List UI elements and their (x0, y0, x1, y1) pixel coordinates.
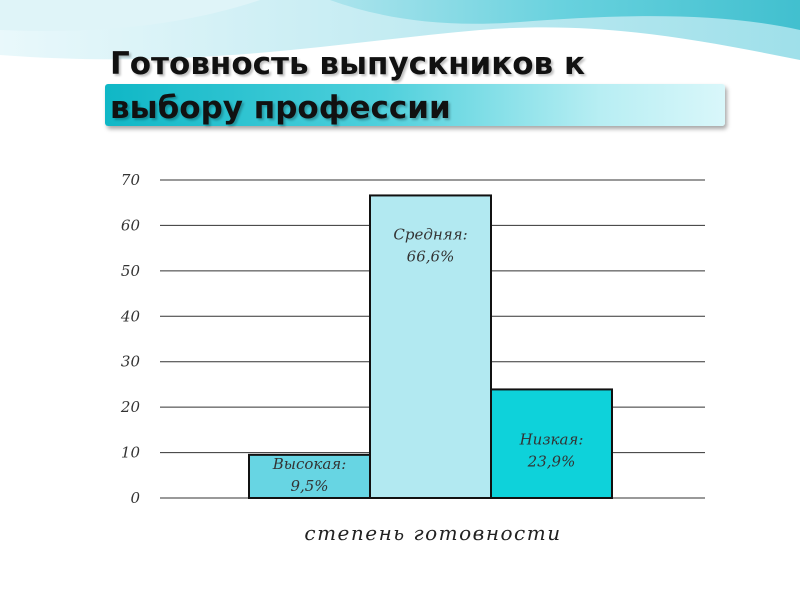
data-label-category: Средняя: (393, 225, 467, 243)
data-label-value: 66,6% (407, 247, 455, 265)
bar-3 (490, 388, 613, 500)
data-label-value: 9,5% (290, 477, 328, 495)
data-label-category: Низкая: (519, 430, 584, 448)
bar-1 (248, 453, 371, 500)
y-tick-label: 0 (130, 489, 140, 507)
y-tick-label: 10 (121, 444, 141, 462)
data-label-category: Высокая: (272, 455, 347, 473)
y-tick-label: 20 (120, 398, 141, 416)
header-wave-decoration (0, 0, 800, 60)
y-tick-label: 70 (121, 171, 141, 189)
y-tick-label: 30 (121, 353, 141, 371)
title-highlight-bar (105, 84, 725, 126)
bar-2 (369, 194, 492, 499)
data-label-value: 23,9% (527, 452, 576, 470)
page-title: Готовность выпускников к выбору професси… (110, 46, 586, 126)
y-tick-label: 60 (121, 216, 141, 234)
x-axis-title: степень готовности (304, 521, 561, 545)
y-tick-label: 50 (121, 262, 141, 280)
y-tick-label: 40 (120, 307, 141, 325)
